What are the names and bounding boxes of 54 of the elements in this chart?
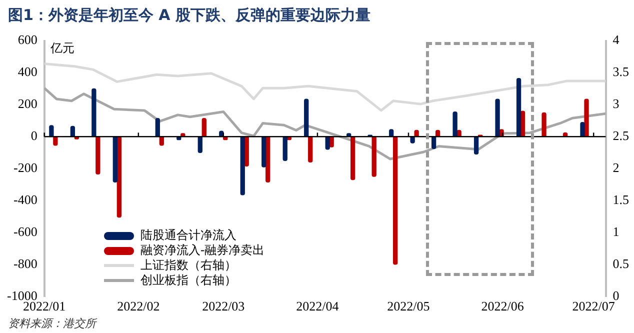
bar: [240, 136, 245, 196]
bar: [308, 136, 313, 163]
x-tick-label: 2022/07: [572, 298, 616, 314]
x-tick-label: 2022/06: [481, 298, 524, 314]
legend-label: 创业板指（右轴）: [140, 273, 236, 288]
bar: [49, 125, 54, 137]
legend-label: 上证指数（右轴）: [140, 258, 236, 274]
y-tick-label: 0: [30, 128, 38, 144]
chart-title: 图1：外资是年初至今 A 股下跌、反弹的重要边际力量: [8, 6, 370, 25]
y2-tick-label: 2: [612, 160, 620, 176]
x-tick-label: 2022/05: [387, 298, 430, 314]
bar: [452, 112, 458, 137]
y2-tick-label: 0.5: [612, 256, 629, 271]
bar: [584, 98, 589, 137]
legend-label: 陆股通合计净流入: [140, 228, 236, 244]
bar: [392, 136, 398, 265]
text: 资料来源：港交所: [8, 316, 96, 331]
bar: [282, 136, 288, 161]
bar: [516, 78, 522, 137]
bar: [542, 112, 546, 137]
bar: [202, 118, 206, 137]
y-tick-label: 600: [18, 32, 38, 48]
y-tick-label: -200: [13, 160, 38, 176]
bar: [474, 136, 479, 155]
y-axis-title: 亿元: [49, 40, 74, 55]
y2-tick-label: 1.5: [612, 192, 629, 207]
y-tick-label: -400: [13, 192, 38, 207]
bar: [155, 118, 160, 137]
x-tick-label: 2022/02: [117, 298, 160, 314]
y2-tick-label: 3.5: [612, 64, 629, 80]
y2-tick-label: 4: [612, 32, 620, 48]
y-tick-label: -1000: [6, 288, 38, 303]
bar: [262, 136, 266, 168]
bar: [580, 122, 585, 137]
y-tick-label: 400: [18, 64, 38, 80]
legend-label: 融资净流入-融券净卖出: [140, 243, 265, 258]
y2-tick-label: 1: [612, 224, 620, 239]
bar: [304, 98, 309, 137]
x-tick-label: 2022/04: [296, 298, 340, 314]
bar: [92, 88, 96, 137]
bar: [53, 136, 58, 146]
y2-tick-label: 0: [612, 288, 620, 303]
y2-tick-label: 2.5: [612, 128, 629, 144]
bar: [96, 136, 100, 175]
bar: [198, 136, 202, 153]
y-tick-label: 200: [18, 96, 38, 112]
bar: [112, 136, 118, 183]
bar: [350, 136, 356, 180]
y-tick-label: -800: [13, 256, 38, 271]
bar: [372, 136, 376, 177]
bar: [495, 98, 500, 137]
y-tick-label: -600: [13, 224, 38, 239]
y2-tick-label: 3: [612, 96, 620, 112]
x-tick-label: 2022/03: [202, 298, 245, 314]
